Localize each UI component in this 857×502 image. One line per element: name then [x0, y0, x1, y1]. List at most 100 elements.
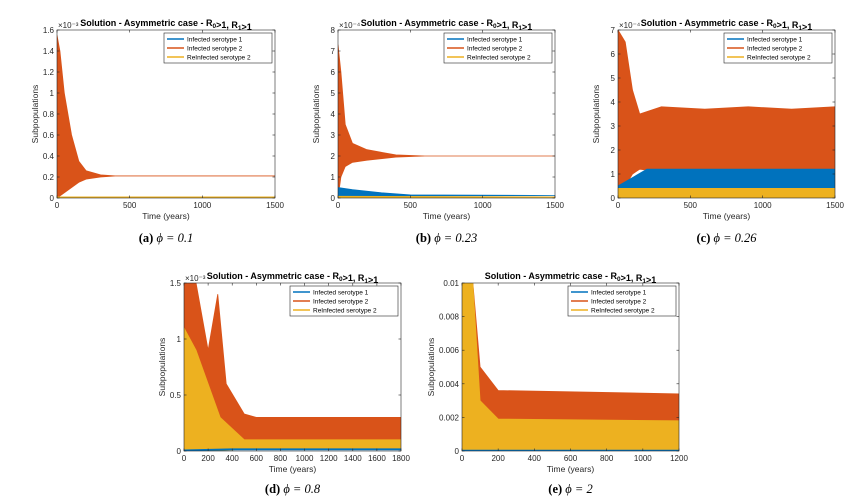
y-tick-label: 2: [331, 152, 336, 161]
x-tick-label: 0: [460, 454, 465, 463]
x-axis-label: Time (years): [703, 211, 751, 221]
y-tick-label: 0.6: [43, 131, 55, 140]
y-exponent-label: ×10⁻³: [58, 21, 79, 30]
y-tick-label: 4: [611, 98, 616, 107]
x-tick-label: 400: [226, 454, 240, 463]
legend-label: Infected serotype 2: [747, 45, 803, 52]
legend: Infected serotype 1 Infected serotype 2 Re…: [289, 285, 399, 317]
y-tick-label: 6: [611, 50, 616, 59]
y-tick-label: 5: [611, 74, 616, 83]
x-tick-label: 0: [616, 201, 621, 210]
legend: Infected serotype 1 Infected serotype 2 Re…: [163, 32, 273, 64]
y-tick-label: 0: [177, 447, 182, 456]
x-tick-label: 1500: [546, 201, 564, 210]
caption-label: (b): [416, 231, 434, 245]
legend-label: Infected serotype 1: [187, 36, 243, 43]
x-tick-label: 1000: [754, 201, 772, 210]
chart-title: Solution - Asymmetric case - R0>1, R1>1: [207, 271, 378, 285]
x-tick-label: 800: [274, 454, 288, 463]
legend-label: Infected serotype 1: [591, 289, 647, 296]
series-infected2: [462, 283, 679, 451]
series-group: [618, 30, 835, 198]
x-axis-label: Time (years): [547, 464, 595, 474]
chart-panel-c: 0 500 1000 1500 0 1 2 3 4 5 6 7×10⁻⁴ Solution - Asym…: [591, 18, 844, 245]
y-exponent-label: ×10⁻³: [185, 274, 206, 283]
chart-title: Solution - Asymmetric case - R0>1, R1>1: [80, 18, 251, 32]
axes-box: [617, 29, 836, 199]
legend-label: Infected serotype 1: [467, 36, 523, 43]
caption-label: (e): [548, 482, 565, 496]
y-axis-label: Subpopulations: [591, 85, 601, 144]
y-tick-label: 1.6: [43, 26, 55, 35]
caption-value: ϕ = 0.1: [156, 231, 193, 245]
x-tick-label: 200: [491, 454, 505, 463]
caption-value: ϕ = 0.8: [283, 482, 321, 496]
y-tick-label: 0.8: [43, 110, 55, 119]
x-tick-label: 500: [123, 201, 137, 210]
y-tick-label: 1.5: [170, 279, 182, 288]
x-tick-label: 1500: [266, 201, 284, 210]
x-tick-label: 1200: [320, 454, 338, 463]
y-tick-label: 1.4: [43, 47, 55, 56]
x-tick-label: 1600: [368, 454, 386, 463]
x-tick-label: 0: [182, 454, 187, 463]
y-exponent-label: ×10⁻⁴: [339, 21, 361, 30]
x-tick-label: 1000: [193, 201, 211, 210]
x-tick-label: 400: [528, 454, 542, 463]
y-tick-label: 1: [50, 89, 55, 98]
x-tick-label: 1800: [392, 454, 410, 463]
chart-title: Solution - Asymmetric case - R0>1, R1>1: [485, 271, 656, 285]
y-tick-label: 0.004: [439, 380, 460, 389]
x-tick-label: 200: [201, 454, 215, 463]
series-reinfected2: [462, 283, 679, 451]
caption-value: ϕ = 0.26: [713, 231, 757, 245]
x-tick-label: 0: [336, 201, 341, 210]
legend-label: Infected serotype 2: [591, 298, 647, 305]
y-tick-label: 2: [611, 146, 616, 155]
series-infected2: [618, 30, 835, 198]
y-tick-label: 5: [331, 89, 336, 98]
y-tick-label: 0.002: [439, 413, 460, 422]
chart-panel-e: 0 200 400 600 800 1000 1200 0 0.002 0.004 0.006 0.0…: [426, 271, 688, 496]
y-axis-label: Subpopulations: [311, 85, 321, 144]
y-tick-label: 0.5: [170, 391, 182, 400]
series-infected2: [338, 44, 555, 198]
series-infected2: [57, 35, 275, 198]
legend-label: Infected serotype 1: [313, 289, 369, 296]
legend-label: ReInfected serotype 2: [467, 54, 531, 61]
y-tick-label: 3: [331, 131, 336, 140]
chart-panel-d: 0 200 400 600 800 1000 1200 1400 1600 1800 0 0.5 1 1.…: [157, 271, 410, 496]
y-exponent-label: ×10⁻⁴: [619, 21, 641, 30]
series-reinfected2: [184, 327, 401, 451]
y-tick-label: 0: [331, 194, 336, 203]
y-tick-label: 0.2: [43, 173, 55, 182]
caption-value: ϕ = 0.23: [434, 231, 477, 245]
x-tick-label: 1400: [344, 454, 362, 463]
y-tick-label: 6: [331, 68, 336, 77]
y-tick-label: 8: [331, 26, 336, 35]
x-tick-label: 1500: [826, 201, 844, 210]
y-tick-label: 1: [177, 335, 182, 344]
caption-label: (c): [696, 231, 713, 245]
figure-caption: (d) ϕ = 0.8: [265, 482, 321, 496]
x-tick-label: 1000: [474, 201, 492, 210]
x-tick-label: 1000: [634, 454, 652, 463]
axes-box: [183, 282, 402, 452]
legend-label: ReInfected serotype 2: [313, 307, 377, 314]
figure-caption: (b) ϕ = 0.23: [416, 231, 477, 245]
figure-caption: (c) ϕ = 0.26: [696, 231, 757, 245]
legend: Infected serotype 1 Infected serotype 2 Re…: [723, 32, 833, 64]
x-tick-label: 500: [684, 201, 698, 210]
x-tick-label: 800: [600, 454, 614, 463]
x-axis-label: Time (years): [269, 464, 317, 474]
legend-label: Infected serotype 2: [187, 45, 243, 52]
legend-label: Infected serotype 2: [467, 45, 523, 52]
legend: Infected serotype 1 Infected serotype 2 Re…: [443, 32, 553, 64]
y-tick-label: 0.006: [439, 346, 460, 355]
chart-panel-a: 0 500 1000 1500 0 0.2 0.4 0.6 0.8 1 1.2 1.4 1.6×10⁻³…: [30, 18, 284, 245]
legend-label: Infected serotype 1: [747, 36, 803, 43]
legend-label: ReInfected serotype 2: [187, 54, 251, 61]
figure-caption: (e) ϕ = 2: [548, 482, 592, 496]
x-tick-label: 0: [55, 201, 60, 210]
